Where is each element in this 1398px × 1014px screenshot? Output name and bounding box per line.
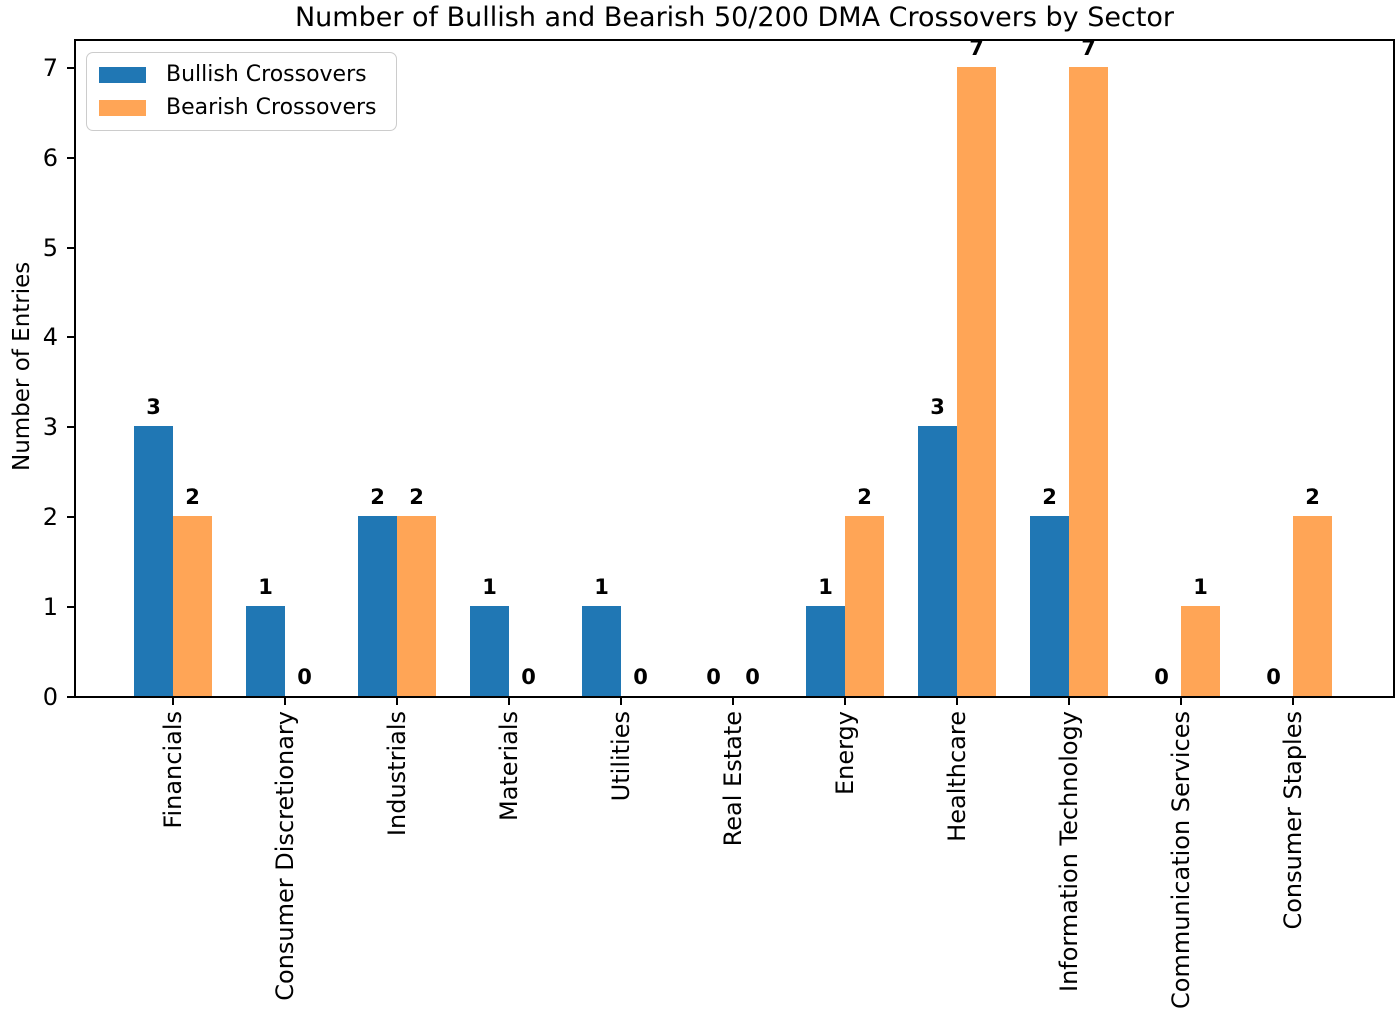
bar-bullish-crossovers-industrials [358, 516, 397, 696]
bar-bullish-crossovers-utilities [582, 606, 621, 696]
legend-swatch-bearish [99, 100, 146, 116]
bar-value-bullish-crossovers-healthcare: 3 [930, 395, 945, 420]
y-tick-label-3: 3 [42, 413, 58, 442]
y-tick-6 [67, 156, 75, 159]
bar-bearish-crossovers-industrials [397, 516, 436, 696]
bar-bearish-crossovers-communication-services [1181, 606, 1220, 696]
bar-value-bearish-crossovers-industrials: 2 [409, 485, 424, 510]
y-tick-7 [67, 66, 75, 69]
x-tick-label-real-estate: Real Estate [719, 711, 747, 847]
x-tick-label-healthcare: Healthcare [943, 711, 971, 842]
y-tick-1 [67, 606, 75, 609]
bar-bullish-crossovers-financials [134, 426, 173, 696]
x-tick-real-estate [732, 697, 734, 705]
x-tick-label-financials: Financials [159, 711, 187, 829]
x-tick-information-technology [1068, 697, 1070, 705]
x-tick-label-information-technology: Information Technology [1055, 711, 1083, 992]
y-tick-label-4: 4 [42, 323, 58, 352]
legend-swatch-bullish [99, 67, 146, 83]
x-tick-label-energy: Energy [831, 711, 859, 796]
bar-value-bullish-crossovers-materials: 1 [482, 575, 497, 600]
bar-bullish-crossovers-energy [806, 606, 845, 696]
bar-value-bearish-crossovers-real-estate: 0 [745, 665, 760, 689]
bar-value-bearish-crossovers-energy: 2 [857, 485, 872, 510]
bar-bullish-crossovers-information-technology [1030, 516, 1069, 696]
y-tick-label-1: 1 [42, 593, 58, 622]
bar-value-bullish-crossovers-industrials: 2 [370, 485, 385, 510]
bar-value-bearish-crossovers-information-technology: 7 [1081, 35, 1096, 60]
legend-label-bearish: Bearish Crossovers [166, 95, 377, 120]
x-tick-industrials [396, 697, 398, 705]
y-tick-label-7: 7 [42, 53, 58, 82]
x-tick-materials [508, 697, 510, 705]
bar-value-bullish-crossovers-financials: 3 [146, 395, 161, 420]
bar-bearish-crossovers-healthcare [957, 66, 996, 696]
bar-bullish-crossovers-healthcare [918, 426, 957, 696]
bar-bullish-crossovers-materials [470, 606, 509, 696]
chart-title: Number of Bullish and Bearish 50/200 DMA… [294, 2, 1175, 33]
bar-value-bearish-crossovers-consumer-discretionary: 0 [297, 665, 312, 689]
x-tick-label-utilities: Utilities [607, 711, 635, 802]
x-tick-utilities [620, 697, 622, 705]
x-tick-healthcare [956, 697, 958, 705]
bar-value-bearish-crossovers-healthcare: 7 [969, 35, 984, 60]
x-tick-energy [844, 697, 846, 705]
y-tick-label-6: 6 [42, 143, 58, 172]
y-tick-0 [67, 696, 75, 698]
legend-item-bullish: Bullish Crossovers [99, 62, 384, 88]
y-tick-3 [67, 426, 75, 429]
bar-value-bearish-crossovers-materials: 0 [521, 665, 536, 689]
x-tick-financials [172, 697, 174, 705]
y-tick-5 [67, 246, 75, 249]
bar-bearish-crossovers-consumer-staples [1293, 516, 1332, 696]
y-tick-label-2: 2 [42, 503, 58, 532]
bar-value-bullish-crossovers-communication-services: 0 [1154, 665, 1169, 689]
x-tick-consumer-discretionary [284, 697, 286, 705]
y-tick-2 [67, 516, 75, 519]
x-tick-label-consumer-staples: Consumer Staples [1279, 711, 1307, 930]
x-tick-label-materials: Materials [495, 711, 523, 822]
y-tick-label-0: 0 [42, 683, 58, 711]
bar-value-bearish-crossovers-consumer-staples: 2 [1305, 485, 1320, 510]
legend: Bullish Crossovers Bearish Crossovers [86, 52, 397, 131]
bar-value-bearish-crossovers-financials: 2 [185, 485, 200, 510]
x-tick-consumer-staples [1292, 697, 1294, 705]
y-tick-label-5: 5 [42, 233, 58, 262]
bar-bearish-crossovers-information-technology [1069, 66, 1108, 696]
legend-label-bullish: Bullish Crossovers [166, 62, 367, 87]
bar-value-bearish-crossovers-utilities: 0 [633, 665, 648, 689]
x-tick-label-consumer-discretionary: Consumer Discretionary [271, 711, 299, 1001]
x-tick-communication-services [1180, 697, 1182, 705]
bar-value-bullish-crossovers-energy: 1 [818, 575, 833, 600]
bar-bullish-crossovers-consumer-discretionary [246, 606, 285, 696]
bar-bearish-crossovers-financials [173, 516, 212, 696]
y-tick-4 [67, 336, 75, 339]
bar-value-bullish-crossovers-utilities: 1 [594, 575, 609, 600]
x-tick-label-industrials: Industrials [383, 711, 411, 837]
bar-value-bullish-crossovers-consumer-staples: 0 [1266, 665, 1281, 689]
bar-bearish-crossovers-energy [845, 516, 884, 696]
bar-value-bullish-crossovers-information-technology: 2 [1042, 485, 1057, 510]
bar-value-bullish-crossovers-consumer-discretionary: 1 [258, 575, 273, 600]
x-tick-label-communication-services: Communication Services [1167, 711, 1195, 1009]
bar-value-bullish-crossovers-real-estate: 0 [706, 665, 721, 689]
legend-item-bearish: Bearish Crossovers [99, 95, 384, 121]
bar-value-bearish-crossovers-communication-services: 1 [1193, 575, 1208, 600]
